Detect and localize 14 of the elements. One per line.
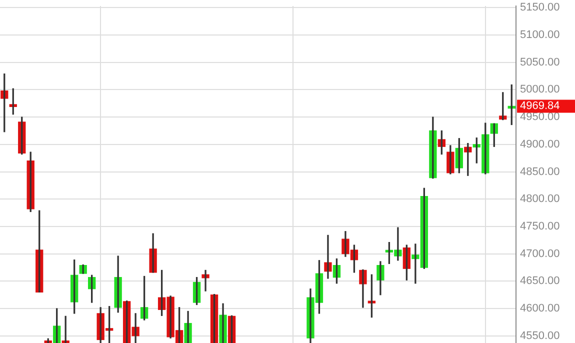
y-tick-label: 4550.00 <box>520 330 560 342</box>
y-tick-label: 4650.00 <box>520 275 560 288</box>
y-tick-label: 4900.00 <box>520 138 560 150</box>
y-tick-label: 5000.00 <box>520 84 560 96</box>
y-tick-label: 5150.00 <box>520 2 560 14</box>
y-tick-label: 4750.00 <box>520 220 560 233</box>
y-tick-label: 4850.00 <box>520 166 560 178</box>
text: 4969.84 <box>520 100 560 112</box>
y-tick-label: 5050.00 <box>520 56 560 68</box>
y-tick-label: 5100.00 <box>520 29 560 42</box>
y-tick-label: 4950.00 <box>520 111 560 124</box>
y-tick-label: 4600.00 <box>520 302 560 315</box>
y-tick-label: 4800.00 <box>520 193 560 206</box>
y-tick-label: 4700.00 <box>520 248 560 260</box>
